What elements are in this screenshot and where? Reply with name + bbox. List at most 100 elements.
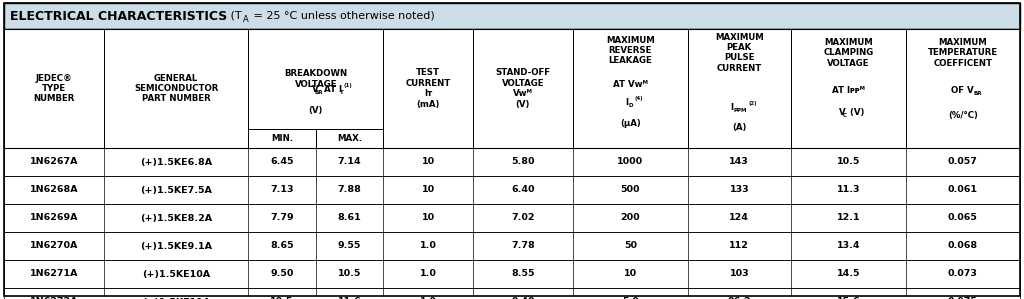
Text: AT Vᴡᴹ: AT Vᴡᴹ [612, 80, 648, 89]
Text: BREAKDOWN
VOLTAGE: BREAKDOWN VOLTAGE [285, 69, 347, 89]
Text: 1.0: 1.0 [420, 242, 436, 251]
Text: 8.65: 8.65 [270, 242, 294, 251]
Text: = 25 °C unless otherwise noted): = 25 °C unless otherwise noted) [250, 11, 435, 21]
Text: 5.80: 5.80 [511, 158, 535, 167]
Text: 6.40: 6.40 [511, 185, 535, 195]
Bar [4, 148, 1020, 176]
Text: (+)1.5KE8.2A: (+)1.5KE8.2A [140, 213, 212, 222]
Text: 0.065: 0.065 [948, 213, 978, 222]
Text: 1N6267A: 1N6267A [30, 158, 79, 167]
Text: AT I: AT I [321, 85, 342, 94]
Text: JEDEC®
TYPE
NUMBER: JEDEC® TYPE NUMBER [34, 74, 75, 103]
Text: 96.2: 96.2 [727, 298, 752, 299]
Text: 0.057: 0.057 [948, 158, 978, 167]
Text: 5.0: 5.0 [622, 298, 639, 299]
Text: D: D [629, 103, 633, 108]
Text: AT Iᴘᴘᴹ: AT Iᴘᴘᴹ [831, 86, 865, 95]
Text: 124: 124 [729, 213, 750, 222]
Text: 0.075: 0.075 [948, 298, 978, 299]
Text: MAXIMUM
TEMPERATURE
COEFFICENT: MAXIMUM TEMPERATURE COEFFICENT [928, 38, 997, 68]
Text: V: V [311, 85, 318, 94]
Text: (+)1.5KE7.5A: (+)1.5KE7.5A [140, 185, 212, 195]
Text: BR: BR [314, 89, 324, 94]
Text: (1): (1) [344, 83, 352, 88]
Text: 9.50: 9.50 [270, 269, 294, 278]
Text: I: I [730, 103, 733, 112]
Text: 12.1: 12.1 [837, 213, 860, 222]
Bar [104, 29, 248, 148]
Text: 112: 112 [729, 242, 750, 251]
Text: MAXIMUM
PEAK
PULSE
CURRENT: MAXIMUM PEAK PULSE CURRENT [715, 33, 764, 73]
Text: 10.5: 10.5 [338, 269, 361, 278]
Text: 1N6272A: 1N6272A [30, 298, 79, 299]
Text: 1N6270A: 1N6270A [30, 242, 78, 251]
Text: 8.55: 8.55 [511, 269, 535, 278]
Text: (T: (T [227, 11, 242, 21]
Text: MIN.: MIN. [271, 134, 293, 143]
Bar [4, 204, 1020, 232]
Text: 7.13: 7.13 [270, 185, 294, 195]
Bar [4, 3, 1020, 29]
Text: 50: 50 [624, 242, 637, 251]
Text: 7.79: 7.79 [270, 213, 294, 222]
Text: TEST
CURRENT
Iᴛ
(mA): TEST CURRENT Iᴛ (mA) [406, 68, 451, 109]
Text: OF V: OF V [951, 86, 974, 95]
Text: GENERAL
SEMICONDUCTOR
PART NUMBER: GENERAL SEMICONDUCTOR PART NUMBER [134, 74, 218, 103]
Text: T: T [340, 89, 343, 94]
Text: MAX.: MAX. [337, 134, 362, 143]
Bar [248, 29, 383, 129]
Text: 7.78: 7.78 [511, 242, 535, 251]
Text: 0.061: 0.061 [948, 185, 978, 195]
Bar [687, 29, 792, 148]
Text: (V): (V) [308, 106, 323, 115]
Text: 7.14: 7.14 [338, 158, 361, 167]
Text: PPM: PPM [733, 108, 746, 113]
Bar [4, 260, 1020, 288]
Bar [792, 29, 905, 148]
Text: 200: 200 [621, 213, 640, 222]
Text: 11.6: 11.6 [338, 298, 361, 299]
Text: 1.0: 1.0 [420, 298, 436, 299]
Text: 1000: 1000 [617, 158, 643, 167]
Text: 1N6268A: 1N6268A [30, 185, 79, 195]
Text: 11.3: 11.3 [837, 185, 860, 195]
Text: 6.45: 6.45 [270, 158, 294, 167]
Text: 1.0: 1.0 [420, 269, 436, 278]
Text: 1N6271A: 1N6271A [30, 269, 79, 278]
Text: 10: 10 [624, 269, 637, 278]
Text: 9.40: 9.40 [511, 298, 535, 299]
Text: 143: 143 [729, 158, 750, 167]
Bar [473, 29, 573, 148]
Bar [573, 29, 687, 148]
Text: (+)1.5KE9.1A: (+)1.5KE9.1A [140, 242, 212, 251]
Text: 14.5: 14.5 [837, 269, 860, 278]
Text: 15.6: 15.6 [837, 298, 860, 299]
Bar [4, 29, 1020, 148]
Bar [4, 232, 1020, 260]
Text: 103: 103 [729, 269, 750, 278]
Text: 13.4: 13.4 [837, 242, 860, 251]
Bar [248, 129, 315, 148]
Text: 10: 10 [422, 158, 434, 167]
Text: (4): (4) [634, 96, 643, 101]
Text: C: C [843, 113, 846, 118]
Text: (2): (2) [749, 101, 757, 106]
Text: STAND-OFF
VOLTAGE
Vᴡᴹ
(V): STAND-OFF VOLTAGE Vᴡᴹ (V) [496, 68, 551, 109]
Bar [4, 29, 104, 148]
Bar [383, 29, 473, 148]
Text: 7.02: 7.02 [511, 213, 535, 222]
Text: (+)1.5KE11A: (+)1.5KE11A [142, 298, 210, 299]
Text: 10.5: 10.5 [837, 158, 860, 167]
Text: 500: 500 [621, 185, 640, 195]
Text: (%/°C): (%/°C) [948, 111, 978, 120]
Bar [4, 176, 1020, 204]
Bar [4, 288, 1020, 299]
Text: 10: 10 [422, 185, 434, 195]
Bar [315, 129, 383, 148]
Text: 10.5: 10.5 [270, 298, 294, 299]
Text: (+)1.5KE10A: (+)1.5KE10A [142, 269, 210, 278]
Text: 7.88: 7.88 [338, 185, 361, 195]
Text: 8.61: 8.61 [338, 213, 361, 222]
Bar [905, 29, 1020, 148]
Text: 9.55: 9.55 [338, 242, 361, 251]
